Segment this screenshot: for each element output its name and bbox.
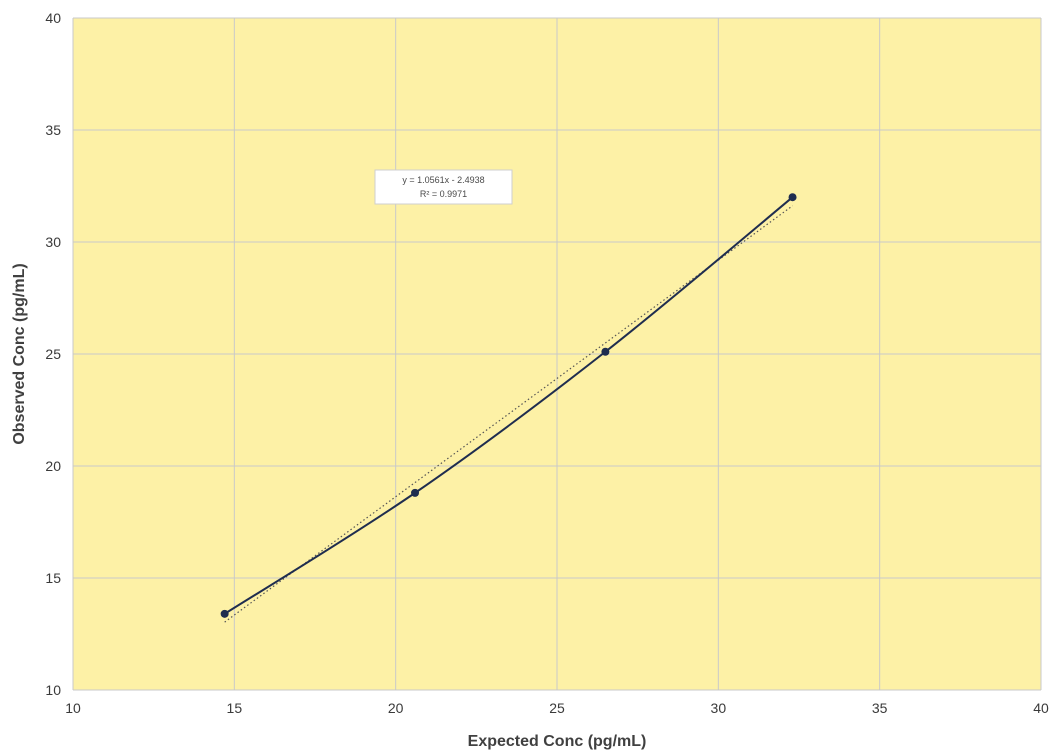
trendline-equation: y = 1.0561x - 2.4938 xyxy=(402,175,484,185)
trendline-layer xyxy=(224,205,793,623)
gridlines xyxy=(72,17,1042,691)
x-axis-title: Expected Conc (pg/mL) xyxy=(468,733,647,750)
series-layer xyxy=(220,193,797,618)
y-tick-label: 25 xyxy=(45,346,61,362)
y-tick-label: 35 xyxy=(45,122,61,138)
x-tick-label: 35 xyxy=(872,700,888,716)
x-tick-label: 10 xyxy=(65,700,81,716)
y-axis-title: Observed Conc (pg/mL) xyxy=(11,263,28,444)
y-tick-label: 10 xyxy=(45,682,61,698)
x-tick-label: 30 xyxy=(711,700,727,716)
x-tick-label: 40 xyxy=(1033,700,1049,716)
trendline-r-squared: R² = 0.9971 xyxy=(420,189,467,199)
trendline-equation-box: y = 1.0561x - 2.4938 R² = 0.9971 xyxy=(374,169,513,205)
y-tick-label: 15 xyxy=(45,570,61,586)
data-point xyxy=(411,488,420,497)
x-tick-label: 25 xyxy=(549,700,565,716)
data-point xyxy=(788,193,797,202)
x-tick-labels: 10 15 20 25 30 35 40 xyxy=(65,700,1049,716)
x-tick-label: 20 xyxy=(388,700,404,716)
equation-box-background xyxy=(374,169,513,205)
x-tick-label: 15 xyxy=(227,700,243,716)
y-tick-label: 20 xyxy=(45,458,61,474)
y-tick-label: 30 xyxy=(45,234,61,250)
linear-trendline xyxy=(224,205,793,623)
data-point xyxy=(220,609,229,618)
series-line xyxy=(224,196,794,615)
data-point xyxy=(601,347,610,356)
y-tick-label: 40 xyxy=(45,10,61,26)
y-tick-labels: 10 15 20 25 30 35 40 xyxy=(45,10,61,698)
